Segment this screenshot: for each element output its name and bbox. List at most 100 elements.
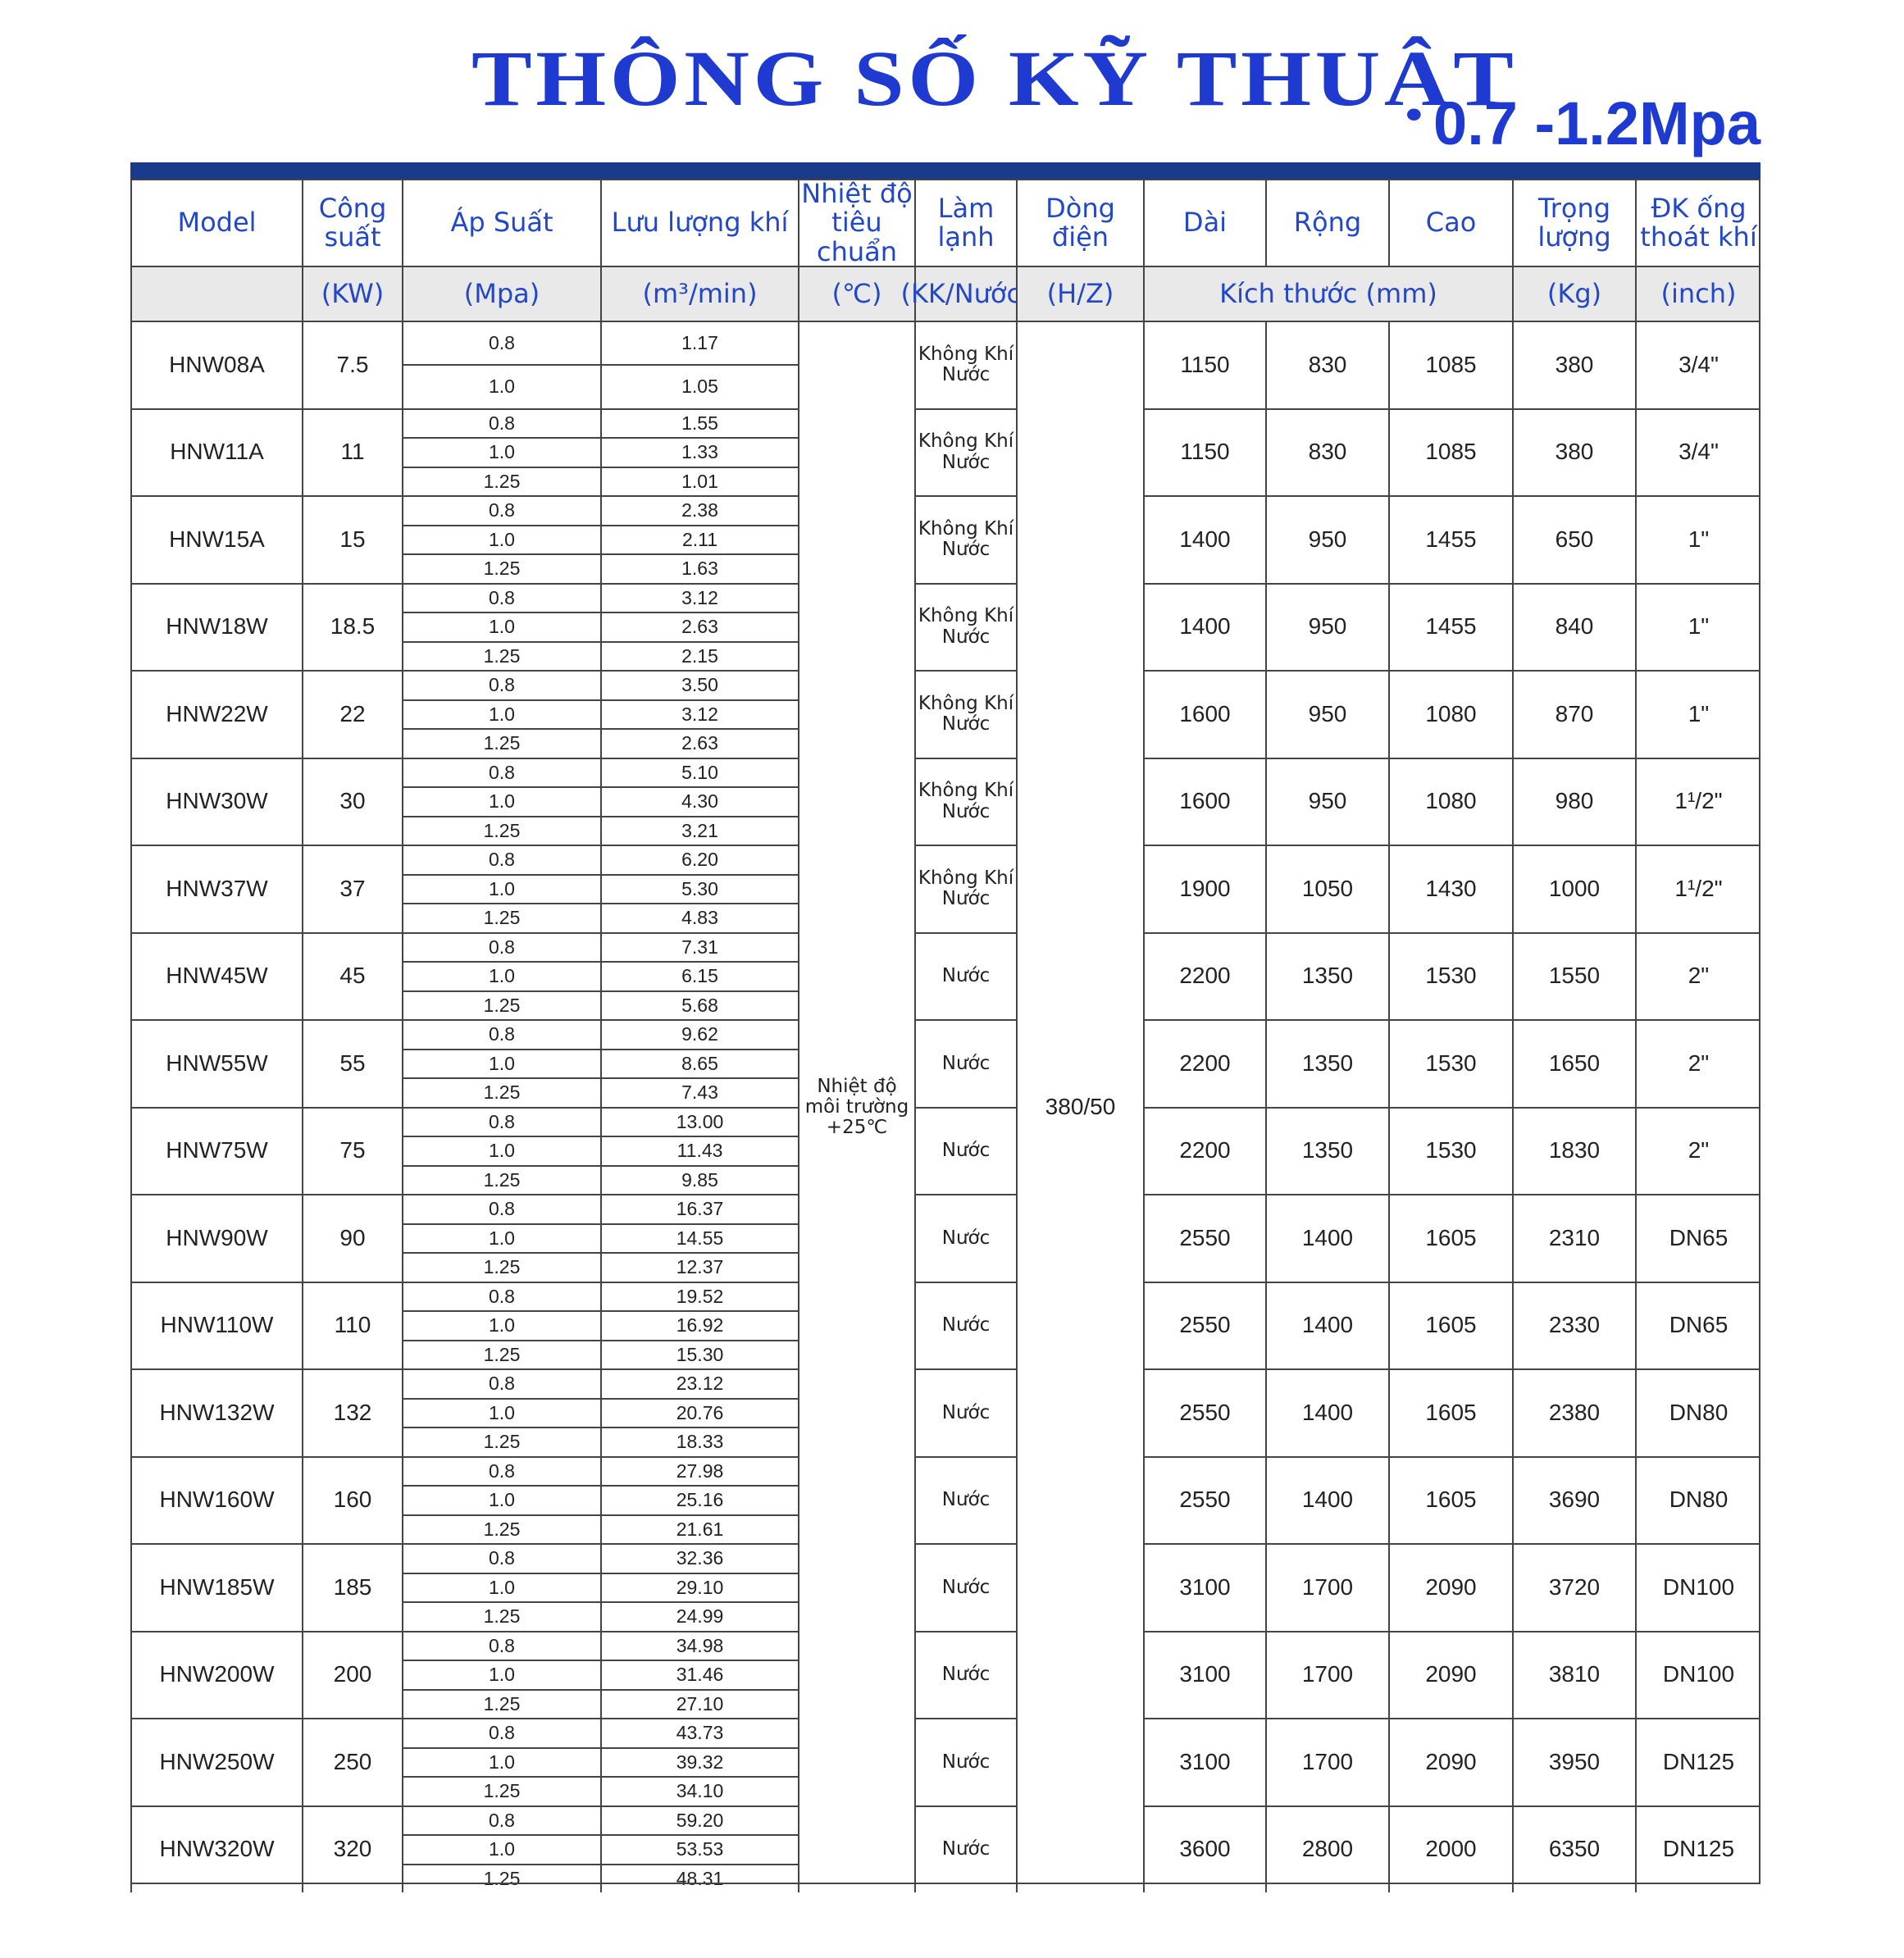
pressure-cell: 1.25 xyxy=(402,640,600,670)
dimension-cell: 1455 xyxy=(1388,582,1512,670)
outlet-cell: 3/4" xyxy=(1635,321,1761,408)
pressure-cell: 1.25 xyxy=(402,1514,600,1543)
pressure-cell: 1.25 xyxy=(402,466,600,495)
dimension-cell: 1400 xyxy=(1265,1368,1388,1456)
outlet-cell: DN100 xyxy=(1635,1543,1761,1631)
weight-cell: 1650 xyxy=(1512,1019,1635,1107)
pressure-cell: 1.25 xyxy=(402,1863,600,1892)
flow-cell: 9.85 xyxy=(600,1164,798,1194)
dimension-cell: 830 xyxy=(1265,321,1388,408)
weight-cell: 6350 xyxy=(1512,1805,1635,1892)
unit-header: (inch) xyxy=(1635,266,1761,321)
electric-cell: 380/50 xyxy=(1016,321,1143,1892)
column-header: ĐK ống thoát khí xyxy=(1635,179,1761,266)
outlet-cell: 3/4" xyxy=(1635,408,1761,495)
pressure-cell: 1.0 xyxy=(402,612,600,641)
pressure-cell: 0.8 xyxy=(402,845,600,874)
dimension-cell: 1400 xyxy=(1265,1194,1388,1282)
column-header: Làm lạnh xyxy=(914,179,1016,266)
dimension-cell: 1400 xyxy=(1143,582,1265,670)
dimension-cell: 2090 xyxy=(1388,1543,1512,1631)
outlet-cell: DN100 xyxy=(1635,1630,1761,1718)
dimension-cell: 1400 xyxy=(1265,1455,1388,1543)
cooling-cell: Nước xyxy=(914,1805,1016,1892)
flow-cell: 5.10 xyxy=(600,757,798,786)
pressure-cell: 0.8 xyxy=(402,1194,600,1223)
model-cell: HNW110W xyxy=(130,1281,302,1368)
dimension-cell: 2200 xyxy=(1143,1019,1265,1107)
flow-cell: 5.30 xyxy=(600,873,798,903)
cooling-cell: Nước xyxy=(914,1630,1016,1718)
flow-cell: 29.10 xyxy=(600,1572,798,1601)
model-cell: HNW37W xyxy=(130,845,302,932)
dimension-cell: 1605 xyxy=(1388,1368,1512,1456)
flow-cell: 27.10 xyxy=(600,1688,798,1718)
flow-cell: 3.12 xyxy=(600,699,798,728)
pressure-cell: 1.25 xyxy=(402,1252,600,1282)
dimension-cell: 1530 xyxy=(1388,1019,1512,1107)
flow-cell: 59.20 xyxy=(600,1805,798,1834)
model-cell: HNW75W xyxy=(130,1106,302,1194)
model-cell: HNW320W xyxy=(130,1805,302,1892)
flow-cell: 1.55 xyxy=(600,408,798,437)
pressure-cell: 1.25 xyxy=(402,815,600,845)
dimension-cell: 1400 xyxy=(1265,1281,1388,1368)
power-cell: 132 xyxy=(302,1368,402,1456)
dimension-cell: 830 xyxy=(1265,408,1388,495)
cooling-cell: Không Khí Nước xyxy=(914,670,1016,758)
dimension-cell: 2090 xyxy=(1388,1718,1512,1805)
pressure-cell: 1.0 xyxy=(402,1223,600,1252)
pressure-cell: 1.0 xyxy=(402,1660,600,1689)
pressure-cell: 1.0 xyxy=(402,524,600,553)
unit-header: (KK/Nước) xyxy=(900,266,1032,321)
power-cell: 185 xyxy=(302,1543,402,1631)
column-header: Lưu lượng khí xyxy=(600,179,798,266)
pressure-cell: 0.8 xyxy=(402,1281,600,1310)
dimension-cell: 1350 xyxy=(1265,931,1388,1019)
cooling-cell: Nước xyxy=(914,1019,1016,1107)
dimension-cell: 1085 xyxy=(1388,408,1512,495)
header-bar xyxy=(130,162,1761,179)
pressure-cell: 0.8 xyxy=(402,321,600,365)
flow-cell: 7.31 xyxy=(600,931,798,961)
dimension-cell: 1350 xyxy=(1265,1106,1388,1194)
flow-cell: 15.30 xyxy=(600,1339,798,1368)
flow-cell: 27.98 xyxy=(600,1455,798,1485)
dimension-cell: 3100 xyxy=(1143,1543,1265,1631)
dimension-cell: 1080 xyxy=(1388,670,1512,758)
dimension-cell: 1605 xyxy=(1388,1281,1512,1368)
pressure-cell: 0.8 xyxy=(402,1106,600,1136)
power-cell: 15 xyxy=(302,495,402,583)
flow-cell: 24.99 xyxy=(600,1601,798,1631)
flow-cell: 18.33 xyxy=(600,1427,798,1456)
dimension-cell: 1605 xyxy=(1388,1194,1512,1282)
pressure-cell: 1.0 xyxy=(402,699,600,728)
weight-cell: 380 xyxy=(1512,321,1635,408)
dimension-cell: 1150 xyxy=(1143,321,1265,408)
pressure-cell: 1.0 xyxy=(402,1136,600,1165)
pressure-cell: 1.25 xyxy=(402,1339,600,1368)
column-header: Nhiệt độ tiêu chuẩn xyxy=(798,179,914,266)
power-cell: 250 xyxy=(302,1718,402,1805)
column-header: Trọng lượng xyxy=(1512,179,1635,266)
cooling-cell: Nước xyxy=(914,1194,1016,1282)
pressure-cell: 1.0 xyxy=(402,1310,600,1340)
pressure-cell: 1.25 xyxy=(402,1601,600,1631)
outlet-cell: 1" xyxy=(1635,670,1761,758)
dimension-cell: 2090 xyxy=(1388,1630,1512,1718)
flow-cell: 2.15 xyxy=(600,640,798,670)
dimension-cell: 2550 xyxy=(1143,1455,1265,1543)
pressure-cell: 1.0 xyxy=(402,1572,600,1601)
weight-cell: 2310 xyxy=(1512,1194,1635,1282)
column-header: Công suất xyxy=(302,179,402,266)
flow-cell: 8.65 xyxy=(600,1048,798,1077)
flow-cell: 4.30 xyxy=(600,786,798,816)
outlet-cell: DN65 xyxy=(1635,1281,1761,1368)
flow-cell: 31.46 xyxy=(600,1660,798,1689)
model-cell: HNW18W xyxy=(130,582,302,670)
dimension-cell: 2200 xyxy=(1143,1106,1265,1194)
pressure-cell: 1.25 xyxy=(402,990,600,1019)
flow-cell: 3.21 xyxy=(600,815,798,845)
pressure-cell: 1.0 xyxy=(402,873,600,903)
